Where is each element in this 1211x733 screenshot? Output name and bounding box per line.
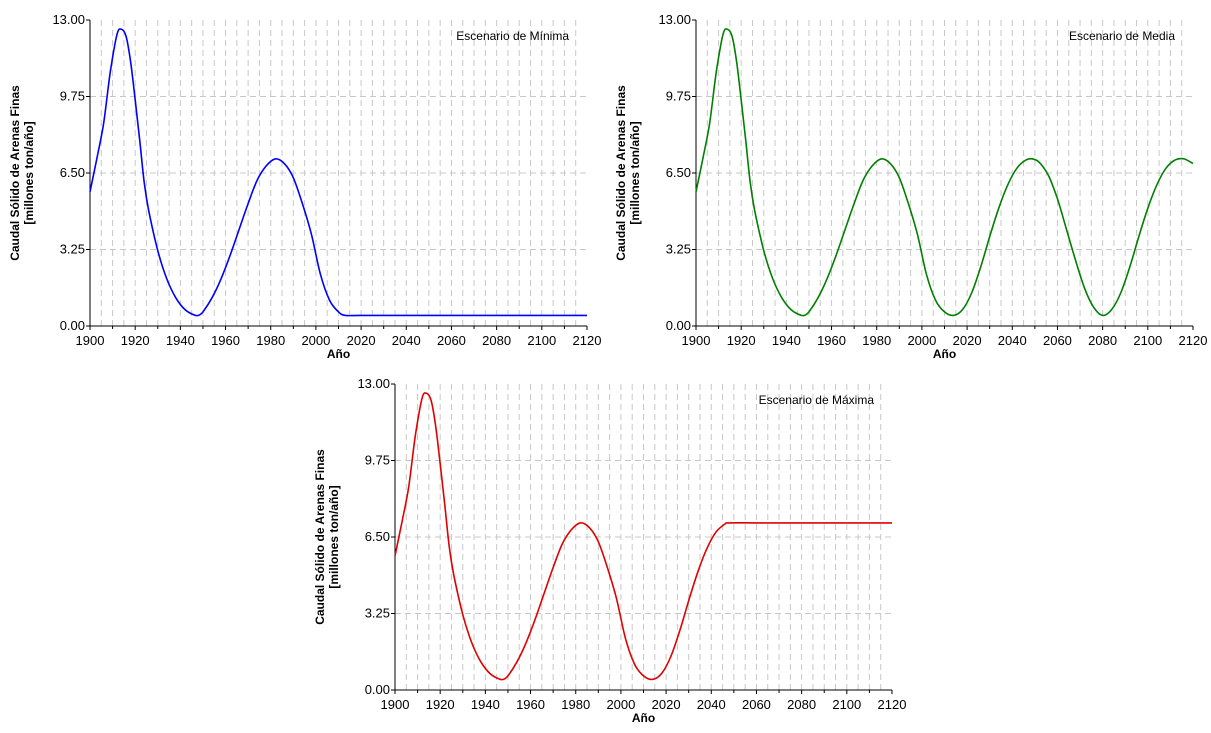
x-tick-label: 1960 bbox=[516, 697, 545, 712]
x-tick-label: 2000 bbox=[606, 697, 635, 712]
y-axis-unit: [millones ton/año] bbox=[327, 485, 341, 588]
y-tick-label: 0.00 bbox=[666, 318, 691, 333]
x-tick-label: 2020 bbox=[652, 697, 681, 712]
y-axis-title: Caudal Sólido de Arenas Finas bbox=[614, 85, 628, 261]
scenario-label: Escenario de Mínima bbox=[456, 29, 569, 43]
y-tick-label: 3.25 bbox=[60, 242, 85, 257]
x-axis-title: Año bbox=[327, 347, 350, 361]
x-tick-label: 2000 bbox=[907, 333, 936, 348]
x-tick-label: 1980 bbox=[561, 697, 590, 712]
y-tick-label: 13.00 bbox=[658, 12, 691, 27]
y-tick-label: 6.50 bbox=[60, 165, 85, 180]
x-tick-label: 1900 bbox=[381, 697, 410, 712]
x-tick-label: 1920 bbox=[727, 333, 756, 348]
x-tick-label: 2100 bbox=[527, 333, 556, 348]
y-tick-label: 9.75 bbox=[60, 89, 85, 104]
y-tick-label: 3.25 bbox=[666, 242, 691, 257]
y-tick-label: 6.50 bbox=[666, 165, 691, 180]
x-tick-label: 2060 bbox=[1043, 333, 1072, 348]
x-tick-label: 2040 bbox=[998, 333, 1027, 348]
y-tick-label: 13.00 bbox=[357, 376, 390, 391]
y-tick-label: 0.00 bbox=[365, 682, 390, 697]
x-tick-label: 2080 bbox=[482, 333, 511, 348]
x-tick-label: 1920 bbox=[121, 333, 150, 348]
x-tick-label: 2000 bbox=[301, 333, 330, 348]
y-tick-label: 9.75 bbox=[365, 453, 390, 468]
x-tick-label: 1940 bbox=[471, 697, 500, 712]
scenario-label: Escenario de Máxima bbox=[759, 393, 875, 407]
x-tick-label: 1920 bbox=[426, 697, 455, 712]
x-tick-label: 1940 bbox=[772, 333, 801, 348]
y-tick-label: 9.75 bbox=[666, 89, 691, 104]
x-tick-label: 2120 bbox=[1179, 333, 1208, 348]
x-tick-label: 1960 bbox=[211, 333, 240, 348]
x-tick-label: 2060 bbox=[437, 333, 466, 348]
y-axis-title: Caudal Sólido de Arenas Finas bbox=[8, 85, 22, 261]
x-axis-title: Año bbox=[933, 347, 956, 361]
x-tick-label: 1980 bbox=[256, 333, 285, 348]
y-axis-title: Caudal Sólido de Arenas Finas bbox=[313, 449, 327, 625]
x-tick-label: 1900 bbox=[682, 333, 711, 348]
x-tick-label: 1900 bbox=[76, 333, 105, 348]
y-axis-unit: [millones ton/año] bbox=[628, 121, 642, 224]
series-line bbox=[394, 392, 892, 681]
x-tick-label: 1940 bbox=[166, 333, 195, 348]
chart-3: 1900 1920 1940 1960 1980 2000 2020 2040 2060 2080… bbox=[313, 376, 906, 725]
x-tick-label: 2040 bbox=[392, 333, 421, 348]
x-axis-title: Año bbox=[632, 711, 655, 725]
x-tick-label: 2100 bbox=[832, 697, 861, 712]
y-tick-label: 3.25 bbox=[365, 606, 390, 621]
y-axis-unit: [millones ton/año] bbox=[22, 121, 36, 224]
x-tick-label: 2080 bbox=[787, 697, 816, 712]
x-tick-label: 2120 bbox=[878, 697, 907, 712]
x-tick-label: 2020 bbox=[347, 333, 376, 348]
scenario-label: Escenario de Media bbox=[1069, 29, 1175, 43]
x-tick-label: 2100 bbox=[1133, 333, 1162, 348]
x-tick-label: 1980 bbox=[862, 333, 891, 348]
chart-2: 1900 1920 1940 1960 1980 2000 2020 2040 2060 2080… bbox=[614, 12, 1207, 361]
y-tick-label: 6.50 bbox=[365, 529, 390, 544]
y-tick-label: 0.00 bbox=[60, 318, 85, 333]
x-tick-label: 2120 bbox=[573, 333, 602, 348]
x-tick-label: 2040 bbox=[697, 697, 726, 712]
x-tick-label: 2060 bbox=[742, 697, 771, 712]
x-tick-label: 2080 bbox=[1088, 333, 1117, 348]
x-tick-label: 2020 bbox=[953, 333, 982, 348]
y-tick-label: 13.00 bbox=[52, 12, 85, 27]
series-line bbox=[89, 28, 587, 317]
chart-1: 1900 1920 1940 1960 1980 2000 2020 2040 2060 2080… bbox=[8, 12, 601, 361]
x-tick-label: 1960 bbox=[817, 333, 846, 348]
series-line bbox=[695, 28, 1194, 317]
